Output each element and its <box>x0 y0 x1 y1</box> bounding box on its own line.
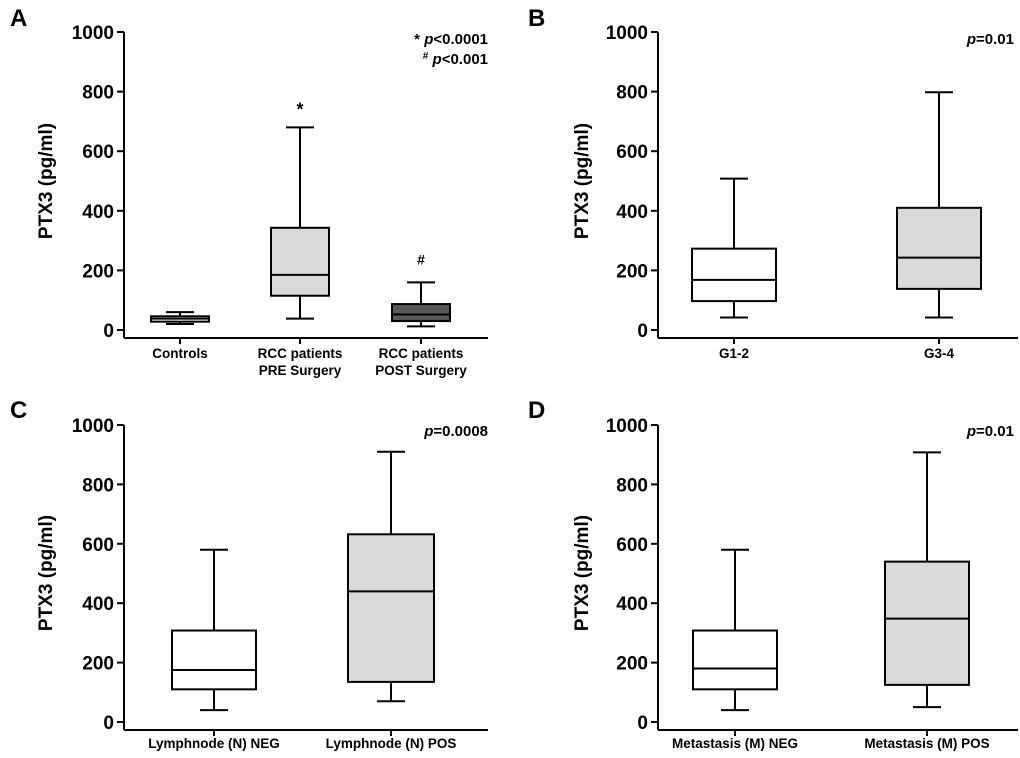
y-tick-label: 400 <box>616 202 648 223</box>
y-axis-label: PTX3 (pg/ml) <box>36 123 57 239</box>
y-tick-label: 600 <box>616 142 648 163</box>
box <box>347 533 435 683</box>
y-tick-label: 400 <box>82 594 114 615</box>
category-label: Metastasis (M) NEG <box>672 736 798 751</box>
p-value-symbol: p <box>423 31 433 48</box>
category-label-line: RCC patients <box>379 346 464 361</box>
box <box>692 629 778 691</box>
y-tick-label: 200 <box>82 654 114 675</box>
category-label: G3-4 <box>924 346 955 361</box>
p-value-marker: * <box>414 31 420 48</box>
p-value-annotation: p=0.01 <box>966 31 1014 48</box>
category-label: Metastasis (M) POS <box>864 736 989 751</box>
panel-b: B PTX3 (pg/ml) 0 200 400 600 800 1000 G1-2 G3-4 p=… <box>528 5 1018 361</box>
p-value-annotation: * p<0.0001 <box>414 31 488 48</box>
y-tick-label: 1000 <box>72 416 114 437</box>
y-tick-label: 200 <box>616 261 648 282</box>
category-label-line: RCC patients <box>258 346 343 361</box>
y-axis-label: PTX3 (pg/ml) <box>36 515 57 631</box>
p-value-symbol: p <box>432 51 442 68</box>
box <box>270 226 330 297</box>
y-tick-label: 800 <box>616 83 648 104</box>
y-tick-label: 600 <box>82 142 114 163</box>
y-tick-label: 0 <box>637 321 648 342</box>
p-value-number: <0.001 <box>442 51 488 68</box>
y-tick-label: 600 <box>82 535 114 556</box>
category-label: RCC patients POST Surgery <box>375 346 467 378</box>
y-axis-label: PTX3 (pg/ml) <box>572 123 593 239</box>
category-label: Lymphnode (N) POS <box>326 736 457 751</box>
p-value-number: =0.0008 <box>433 423 488 440</box>
category-label: Lymphnode (N) NEG <box>148 736 280 751</box>
p-value-annotation: p=0.0008 <box>423 423 488 440</box>
p-value-symbol: p <box>966 31 976 48</box>
y-tick-label: 1000 <box>72 23 114 44</box>
category-label-line: G1-2 <box>719 346 749 361</box>
panel-letter: A <box>10 5 27 32</box>
y-tick-label: 0 <box>637 713 648 734</box>
box <box>896 206 982 290</box>
box <box>391 303 451 323</box>
category-label-line: Metastasis (M) NEG <box>672 736 798 751</box>
panel-a: A PTX3 (pg/ml) 0 200 400 600 800 1000 Controls * R… <box>10 5 488 378</box>
panel-c: C PTX3 (pg/ml) 0 200 400 600 800 1000 Lymphnode … <box>10 397 488 751</box>
p-value-annotation: # p<0.001 <box>423 51 488 68</box>
y-tick-label: 600 <box>616 535 648 556</box>
p-value-symbol: p <box>966 423 976 440</box>
panel-letter: B <box>528 5 545 32</box>
p-value-number: =0.01 <box>976 423 1014 440</box>
panel-letter: C <box>10 397 27 424</box>
y-tick-label: 400 <box>82 202 114 223</box>
category-label-line: Controls <box>152 346 208 361</box>
panel-letter: D <box>528 397 545 424</box>
box <box>691 247 777 303</box>
category-label: G1-2 <box>719 346 749 361</box>
y-tick-label: 400 <box>616 594 648 615</box>
significance-mark: # <box>417 251 425 267</box>
category-label: RCC patients PRE Surgery <box>258 346 343 378</box>
significance-mark: * <box>296 99 303 119</box>
category-label-line: G3-4 <box>924 346 955 361</box>
panel-d: D PTX3 (pg/ml) 0 200 400 600 800 1000 Metastasis… <box>528 397 1018 751</box>
category-label-line: Metastasis (M) POS <box>864 736 989 751</box>
y-tick-label: 1000 <box>606 23 648 44</box>
p-value-annotation: p=0.01 <box>966 423 1014 440</box>
p-value-number: =0.01 <box>976 31 1014 48</box>
category-label-line: Lymphnode (N) POS <box>326 736 457 751</box>
category-label-line: Lymphnode (N) NEG <box>148 736 280 751</box>
box <box>884 560 970 686</box>
y-tick-label: 800 <box>82 475 114 496</box>
y-tick-label: 200 <box>82 261 114 282</box>
p-value-symbol: p <box>423 423 433 440</box>
y-axis-label: PTX3 (pg/ml) <box>572 515 593 631</box>
y-tick-label: 0 <box>103 321 114 342</box>
y-tick-label: 1000 <box>606 416 648 437</box>
p-value-marker: # <box>423 51 429 62</box>
p-value-number: <0.0001 <box>433 31 488 48</box>
y-tick-label: 0 <box>103 713 114 734</box>
category-label: Controls <box>152 346 208 361</box>
y-tick-label: 200 <box>616 654 648 675</box>
y-tick-label: 800 <box>616 475 648 496</box>
category-label-line: PRE Surgery <box>259 363 342 378</box>
box <box>171 629 257 691</box>
y-tick-label: 800 <box>82 83 114 104</box>
category-label-line: POST Surgery <box>375 363 467 378</box>
